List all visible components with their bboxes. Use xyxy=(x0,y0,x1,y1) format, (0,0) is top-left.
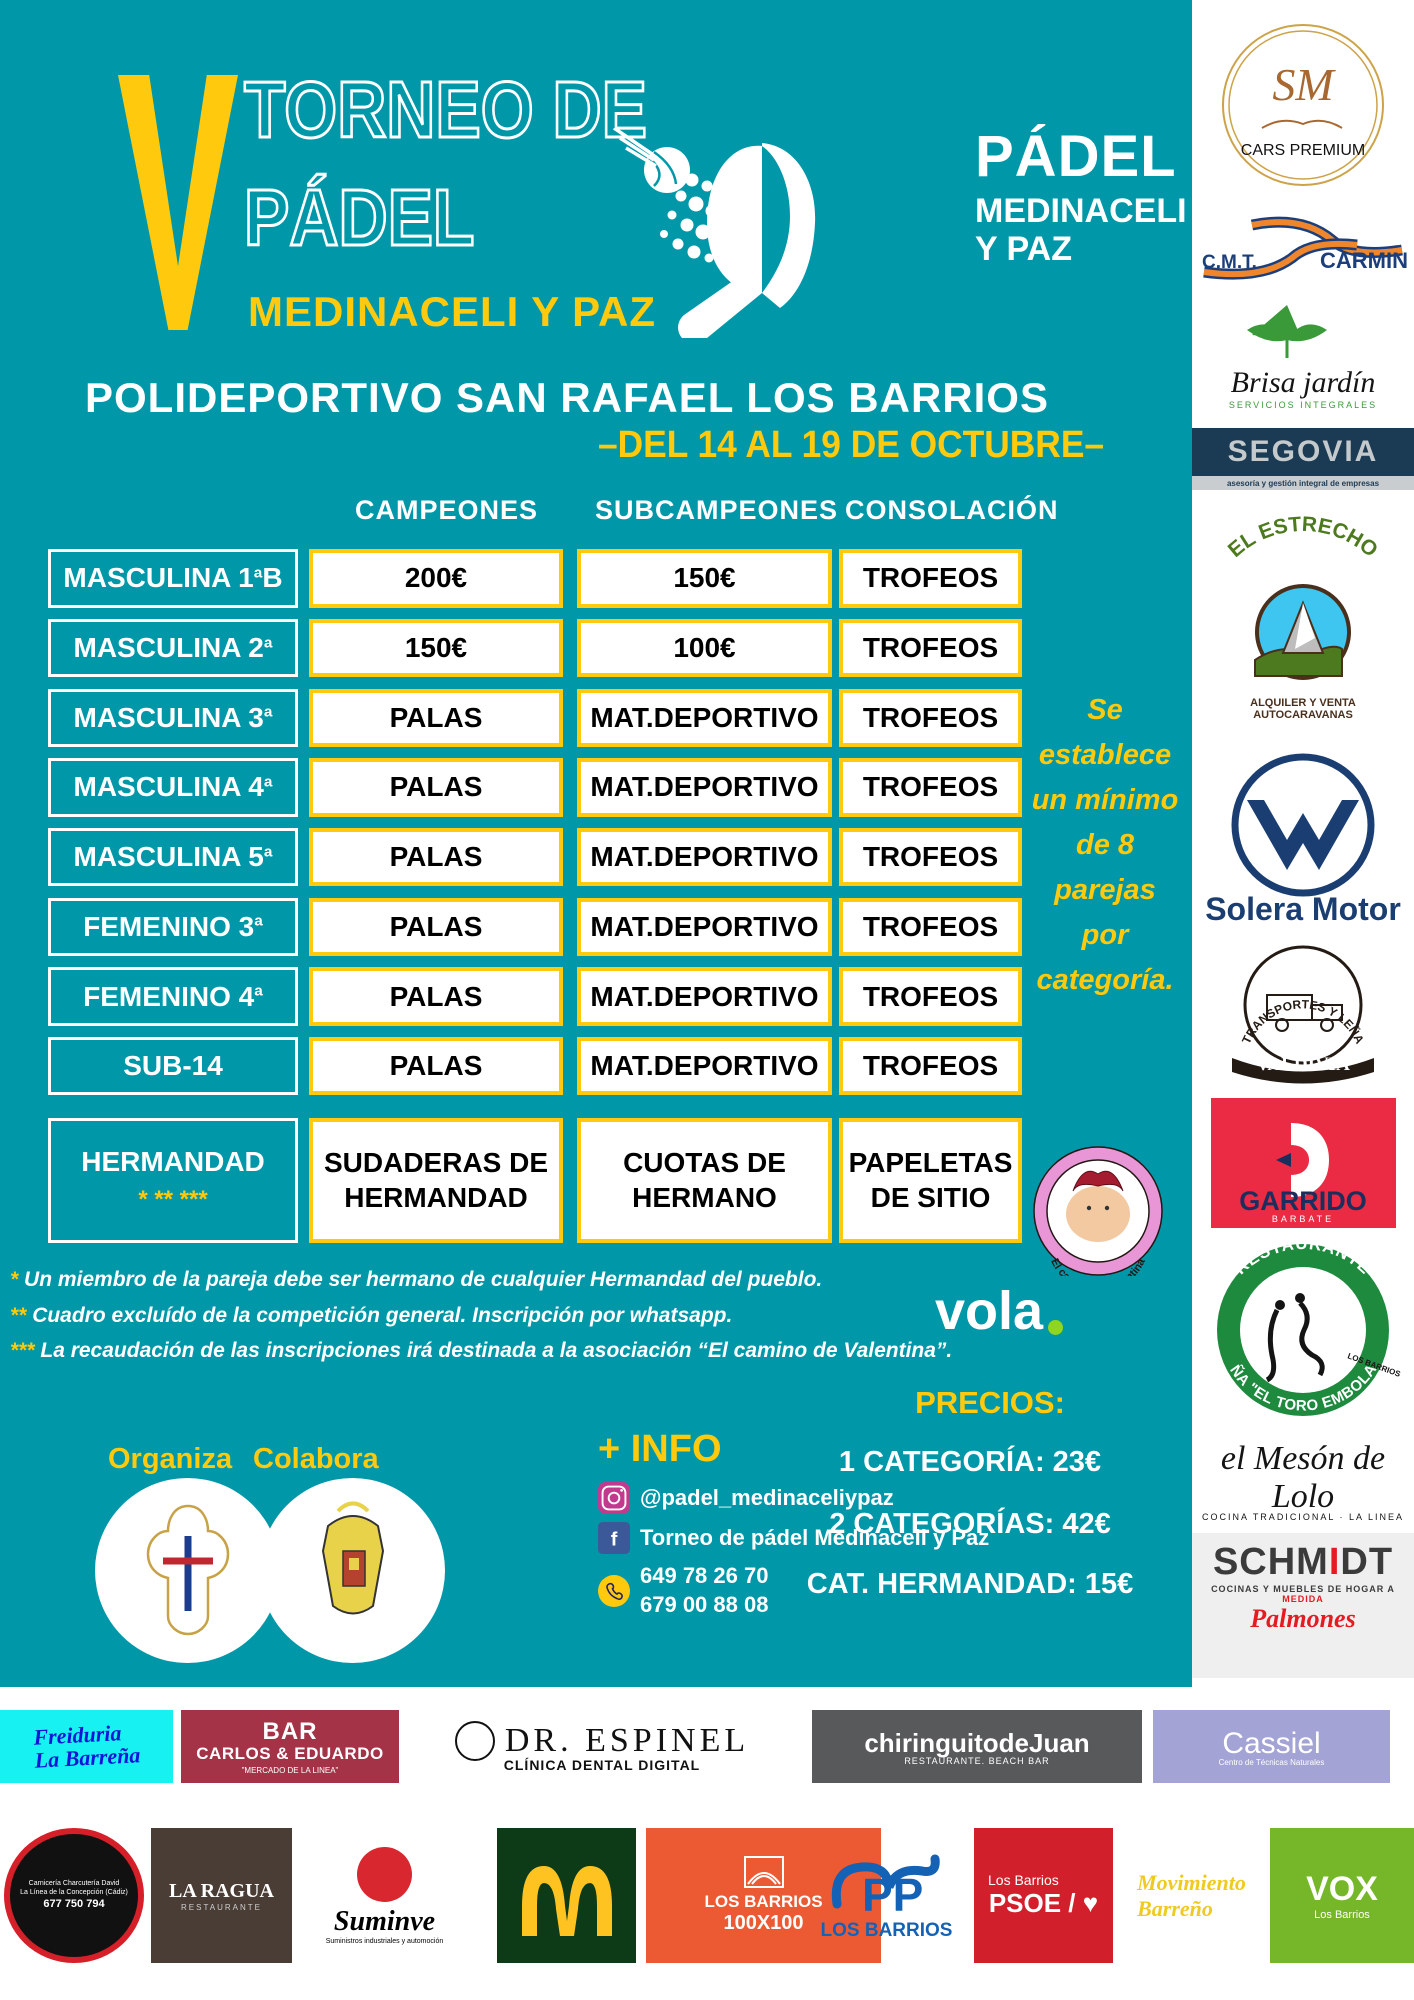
svg-text:f: f xyxy=(611,1529,618,1551)
svg-text:EL ESTRECHO: EL ESTRECHO xyxy=(1224,515,1382,562)
svg-text:Brisa jardín: Brisa jardín xyxy=(1231,366,1376,399)
svg-text:VALDIVIA: VALDIVIA xyxy=(1256,1054,1350,1075)
svg-text:PP: PP xyxy=(862,1869,923,1921)
svg-text:SM: SM xyxy=(1272,59,1336,110)
svg-text:GARRIDO: GARRIDO xyxy=(1239,1186,1367,1216)
svg-text:CARMIN: CARMIN xyxy=(1320,248,1408,273)
svg-text:CARS PREMIUM: CARS PREMIUM xyxy=(1241,142,1365,159)
svg-text:C.M.T.: C.M.T. xyxy=(1202,252,1257,273)
svg-text:BARBATE: BARBATE xyxy=(1271,1214,1333,1224)
svg-text:Solera Motor: Solera Motor xyxy=(1205,891,1401,927)
svg-text:SERVICIOS INTEGRALES: SERVICIOS INTEGRALES xyxy=(1229,400,1377,410)
